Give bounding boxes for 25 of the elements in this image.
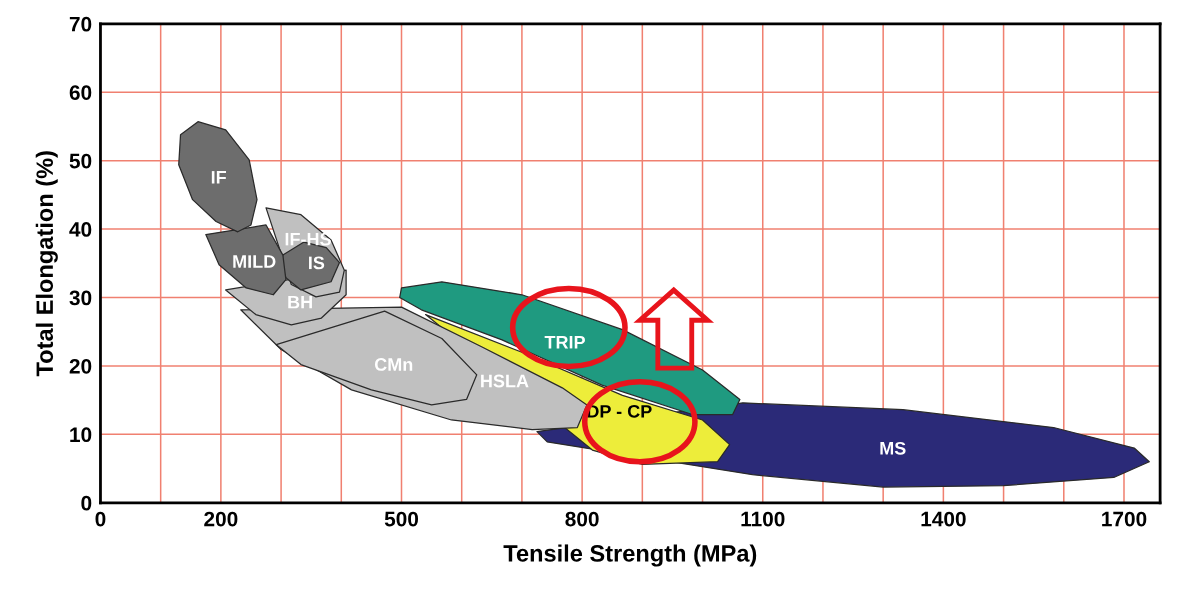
series-label: IS (309, 256, 325, 270)
y-tick-label: 0 (81, 495, 92, 511)
y-axis-title: Total Elongation (%) (35, 151, 58, 377)
series-label: MS (880, 441, 906, 455)
series-label: BH (288, 295, 312, 309)
y-tick-label: 20 (69, 358, 92, 374)
series-label: TRIP (544, 335, 585, 349)
y-tick-label: 50 (69, 153, 92, 169)
series-label: MILD (233, 255, 276, 268)
series-label: IF (211, 171, 227, 184)
y-tick-label: 10 (70, 427, 92, 443)
y-tick-label: 60 (69, 85, 92, 100)
x-tick-label: 200 (204, 511, 238, 527)
y-tick-label: 70 (69, 16, 92, 32)
series-label: CMn (374, 358, 413, 371)
y-tick-label: 40 (69, 222, 92, 237)
x-tick-label: 1100 (741, 511, 785, 527)
x-axis-title: Tensile Strength (MPa) (503, 544, 757, 567)
series-label: HSLA (481, 374, 529, 388)
x-tick-label: 500 (384, 511, 419, 527)
x-tick-label: 1400 (921, 511, 966, 527)
x-tick-label: 0 (95, 511, 106, 527)
x-tick-label: 1700 (1102, 511, 1147, 527)
y-tick-label: 30 (69, 290, 92, 306)
x-tick-label: 800 (565, 511, 599, 527)
